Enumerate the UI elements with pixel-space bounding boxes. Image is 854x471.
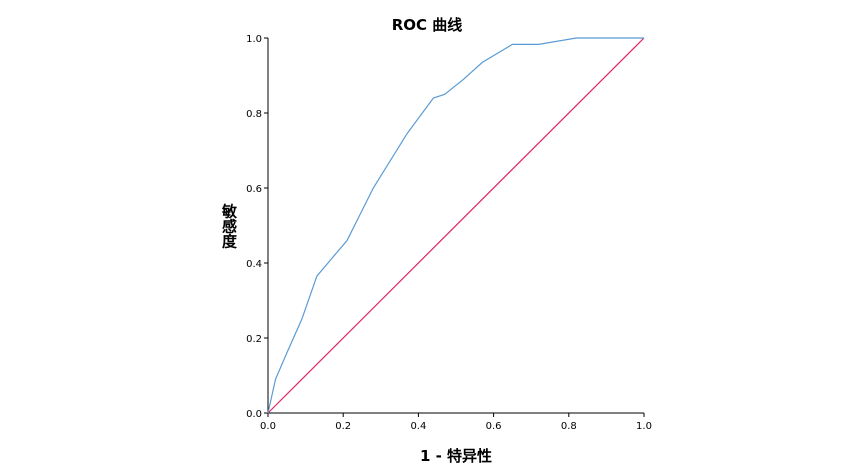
x-ticks: 0.0 0.2 0.4 0.6 0.8 1.0 <box>260 413 652 432</box>
reference-line <box>267 37 645 414</box>
x-tick-label: 0.4 <box>410 421 426 432</box>
x-tick-label: 0.2 <box>335 421 351 432</box>
x-tick-label: 1.0 <box>636 421 652 432</box>
y-tick-label: 0.0 <box>246 409 262 420</box>
chart-title: ROC 曲线 <box>392 16 463 34</box>
x-tick-label: 0.6 <box>486 421 502 432</box>
y-tick-label: 0.8 <box>246 109 262 120</box>
roc-curve-line <box>267 37 644 414</box>
y-tick-label: 0.2 <box>246 334 262 345</box>
y-ticks: 0.0 0.2 0.4 0.6 0.8 1.0 <box>246 34 268 420</box>
x-tick-label: 0.0 <box>260 421 276 432</box>
y-tick-label: 0.6 <box>246 184 262 195</box>
y-tick-label: 0.4 <box>246 259 262 270</box>
x-axis-label: 1 - 特异性 <box>420 447 492 465</box>
x-tick-label: 0.8 <box>561 421 577 432</box>
y-axis-label: 敏感度 <box>220 203 238 250</box>
y-tick-label: 1.0 <box>246 34 262 45</box>
